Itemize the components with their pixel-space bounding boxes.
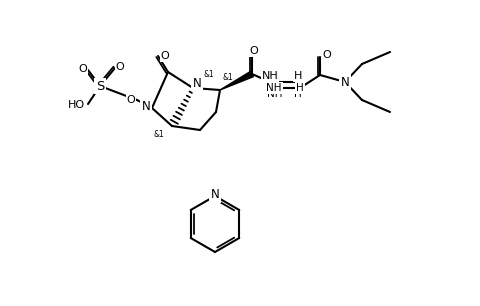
Text: H: H: [296, 83, 303, 93]
Text: S: S: [96, 80, 104, 92]
Text: &1: &1: [154, 130, 165, 139]
Text: NH: NH: [266, 83, 281, 93]
Text: O: O: [160, 51, 169, 61]
Text: NH: NH: [261, 71, 278, 81]
Text: HO: HO: [67, 100, 84, 110]
Text: H: H: [293, 71, 301, 81]
Text: N: N: [340, 76, 348, 88]
Text: O: O: [322, 50, 331, 60]
Text: O: O: [115, 62, 124, 72]
Text: N: N: [210, 188, 219, 201]
Polygon shape: [219, 71, 253, 90]
Text: N: N: [192, 76, 201, 89]
Text: H: H: [293, 89, 301, 99]
Text: O: O: [126, 95, 135, 105]
Text: &1: &1: [204, 70, 214, 79]
Text: N: N: [141, 99, 150, 113]
Text: O: O: [78, 64, 87, 74]
Text: O: O: [249, 46, 258, 56]
Text: NH: NH: [267, 89, 282, 99]
Text: &1: &1: [223, 73, 233, 82]
